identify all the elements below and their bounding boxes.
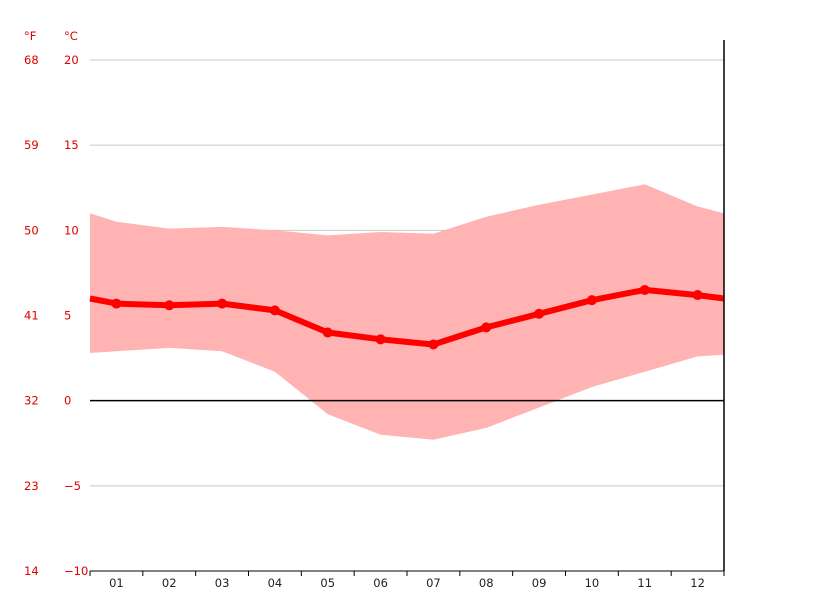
x-tick-label: 05 bbox=[320, 576, 335, 590]
x-tick-label: 09 bbox=[532, 576, 547, 590]
y-tick-label-c: 10 bbox=[64, 223, 79, 237]
mean-temperature-series bbox=[89, 284, 725, 350]
celsius-unit-label: °C bbox=[64, 29, 78, 43]
y-tick-label-f: 14 bbox=[24, 564, 39, 578]
mean-temperature-point bbox=[586, 295, 597, 306]
x-tick-label: 11 bbox=[637, 576, 652, 590]
x-tick-label: 04 bbox=[268, 576, 283, 590]
x-tick-label: 03 bbox=[215, 576, 230, 590]
x-tick-label: 10 bbox=[585, 576, 600, 590]
y-tick-label-f: 50 bbox=[24, 223, 39, 237]
y-tick-label-c: 5 bbox=[64, 309, 71, 323]
mean-temperature-point bbox=[639, 284, 650, 295]
mean-temperature-line bbox=[89, 286, 725, 348]
x-axis-ticks: 01 02 03 04 05 06 07 08 09 10 11 12 bbox=[89, 571, 725, 590]
fahrenheit-unit-label: °F bbox=[24, 29, 36, 43]
mean-temperature-point bbox=[534, 308, 545, 319]
x-tick-label: 02 bbox=[162, 576, 177, 590]
y-tick-label-c: −5 bbox=[64, 479, 81, 493]
mean-temperature-point bbox=[692, 290, 703, 301]
mean-temperature-point bbox=[322, 327, 333, 338]
y-tick-label-f: 23 bbox=[24, 479, 39, 493]
mean-temperature-point bbox=[269, 305, 280, 316]
temperature-range-band bbox=[90, 184, 724, 440]
y-axis-labels: °F °C 68 20 59 15 50 10 41 5 32 0 23 −5 14 −10 bbox=[24, 29, 88, 578]
mean-temperature-point bbox=[164, 300, 175, 311]
x-tick-label: 06 bbox=[373, 576, 388, 590]
mean-temperature-point bbox=[217, 298, 228, 309]
mean-temperature-point bbox=[111, 298, 122, 309]
x-tick-label: 12 bbox=[690, 576, 705, 590]
y-tick-label-c: −10 bbox=[64, 564, 88, 578]
y-tick-label-c: 15 bbox=[64, 138, 79, 152]
mean-temperature-point bbox=[428, 339, 439, 350]
x-tick-label: 01 bbox=[109, 576, 124, 590]
x-tick-label: 07 bbox=[426, 576, 441, 590]
mean-temperature-point bbox=[375, 334, 386, 345]
y-tick-label-f: 59 bbox=[24, 138, 39, 152]
y-tick-label-f: 32 bbox=[24, 394, 39, 408]
y-tick-label-f: 41 bbox=[24, 309, 39, 323]
y-tick-label-c: 0 bbox=[64, 394, 71, 408]
y-tick-label-f: 68 bbox=[24, 53, 39, 67]
mean-temperature-point bbox=[481, 322, 492, 333]
y-tick-label-c: 20 bbox=[64, 53, 79, 67]
x-tick-label: 08 bbox=[479, 576, 494, 590]
